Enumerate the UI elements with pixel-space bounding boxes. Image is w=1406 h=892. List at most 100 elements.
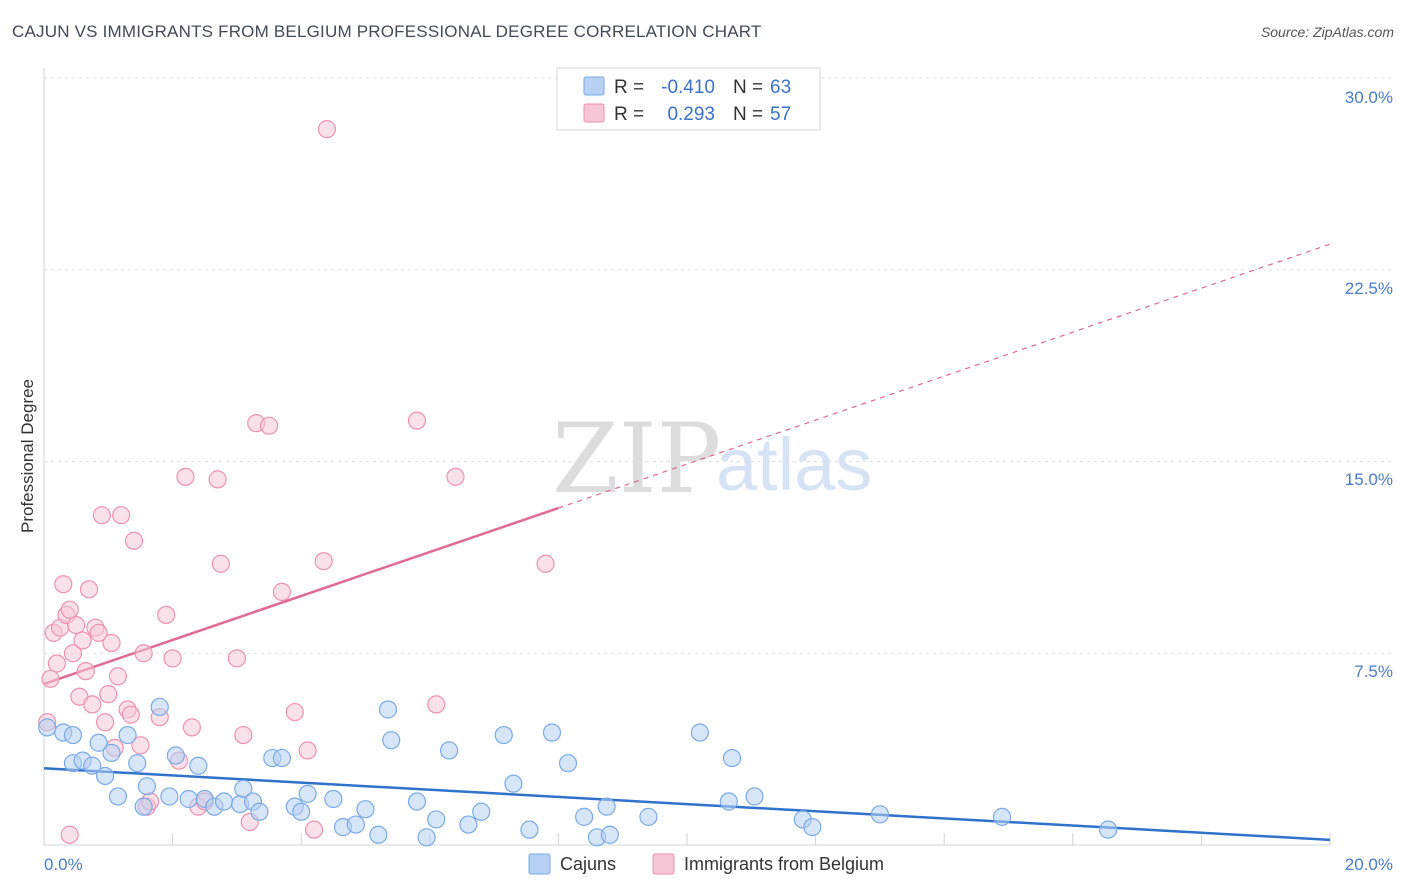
cajun-point-38 (407, 792, 427, 811)
legend-r-label-1: R = (614, 77, 644, 98)
trend-lines (43, 243, 1331, 842)
belgium-point-19 (99, 685, 118, 704)
y-axis-label: Professional Degree (18, 379, 37, 533)
source-label: Source: ZipAtlas.com (1260, 24, 1394, 40)
belgium-point-33 (163, 649, 182, 668)
belgium-point-17 (92, 506, 111, 525)
cajun-point-5 (83, 756, 102, 775)
belgium-point-7 (60, 600, 79, 619)
cajun-point-23 (234, 779, 253, 798)
belgium-point-1 (41, 669, 60, 688)
watermark-atlas: atlas (716, 423, 872, 506)
belgium-point-51 (317, 120, 337, 139)
legend-r-value-2: 0.293 (667, 104, 715, 125)
cajun-point-52 (600, 825, 619, 844)
belgium-point-14 (83, 695, 102, 714)
cajun-point-46 (520, 820, 539, 839)
cajun-point-41 (439, 741, 459, 760)
cajun-point-16 (166, 746, 185, 765)
cajun-point-33 (346, 815, 365, 834)
x-tick-label-min: 0.0% (44, 855, 83, 874)
cajun-point-56 (722, 748, 742, 768)
cajun-point-39 (417, 828, 436, 847)
cajun-point-17 (179, 789, 198, 809)
legend-n-value-1: 63 (770, 77, 791, 98)
belgium-point-28 (134, 644, 153, 663)
cajun-point-49 (575, 807, 594, 826)
belgium-point-26 (124, 531, 144, 550)
watermark-zip: ZIP (552, 403, 721, 515)
cajun-point-12 (134, 797, 153, 816)
cajun-point-43 (472, 802, 491, 821)
legend-r-label-2: R = (614, 104, 644, 125)
cajun-point-0 (38, 718, 57, 737)
cajun-point-13 (137, 777, 156, 796)
belgium-point-40 (211, 554, 230, 573)
belgium-point-53 (427, 695, 446, 714)
y-tick-label-15: 15.0% (1345, 470, 1393, 489)
data-points (38, 120, 1118, 847)
cajun-point-30 (298, 784, 317, 803)
belgium-point-32 (157, 605, 176, 625)
belgium-point-42 (234, 725, 253, 745)
belgium-point-13 (79, 580, 99, 599)
y-tick-label-7-5: 7.5% (1354, 662, 1393, 681)
cajun-point-7 (95, 766, 115, 786)
y-tick-label-30: 30.0% (1345, 88, 1393, 107)
belgium-trend-line (43, 506, 559, 686)
belgium-point-56 (60, 825, 79, 844)
cajun-point-45 (504, 774, 523, 793)
cajun-point-57 (745, 787, 764, 806)
cajun-point-37 (382, 731, 401, 750)
cajun-point-14 (150, 697, 169, 717)
belgium-point-49 (304, 820, 324, 839)
bottom-legend-cajuns: Cajuns (560, 854, 616, 874)
belgium-point-55 (536, 554, 555, 573)
cajun-point-60 (870, 805, 890, 824)
legend-n-value-2: 57 (770, 104, 791, 125)
cajun-point-44 (494, 725, 513, 745)
cajun-point-53 (639, 807, 658, 826)
belgium-point-36 (182, 718, 201, 737)
cajun-point-29 (292, 802, 311, 821)
belgium-point-39 (208, 470, 227, 489)
cajun-point-47 (542, 723, 562, 742)
legend-n-label-1: N = (733, 77, 763, 98)
belgium-point-35 (176, 467, 195, 486)
cajun-point-55 (719, 792, 738, 811)
belgium-point-54 (446, 467, 465, 486)
cajun-point-35 (369, 825, 388, 844)
cajun-point-61 (992, 807, 1012, 826)
chart-title: CAJUN VS IMMIGRANTS FROM BELGIUM PROFESS… (12, 22, 762, 41)
cajun-point-42 (459, 815, 478, 834)
legend-swatch-cajuns (583, 76, 605, 96)
cajun-point-59 (803, 818, 822, 837)
grid-lines (44, 77, 1392, 654)
belgium-trend-extension (558, 243, 1331, 509)
cajun-point-18 (189, 756, 208, 775)
belgium-point-50 (314, 552, 333, 571)
cajun-point-2 (63, 725, 83, 745)
cajun-point-36 (378, 700, 398, 719)
cajun-point-21 (214, 792, 234, 811)
belgium-point-52 (407, 411, 427, 430)
cajun-point-31 (324, 789, 343, 809)
series-legend: Cajuns Immigrants from Belgium (528, 853, 884, 875)
cajun-point-15 (160, 787, 179, 806)
cajun-point-27 (272, 748, 292, 768)
belgium-point-25 (121, 705, 140, 724)
cajun-point-62 (1099, 820, 1118, 839)
cajun-point-51 (597, 797, 616, 816)
belgium-point-20 (102, 633, 121, 653)
y-tick-label-22-5: 22.5% (1345, 279, 1393, 298)
belgium-point-5 (54, 575, 73, 594)
belgium-point-3 (47, 654, 66, 673)
stats-legend: R = -0.410 N = 63 R = 0.293 N = 57 (556, 67, 821, 131)
belgium-point-16 (89, 623, 108, 642)
belgium-point-11 (73, 631, 92, 650)
legend-n-label-2: N = (733, 104, 763, 125)
belgium-point-46 (272, 582, 292, 601)
belgium-point-12 (76, 662, 95, 681)
cajun-point-34 (356, 800, 375, 819)
